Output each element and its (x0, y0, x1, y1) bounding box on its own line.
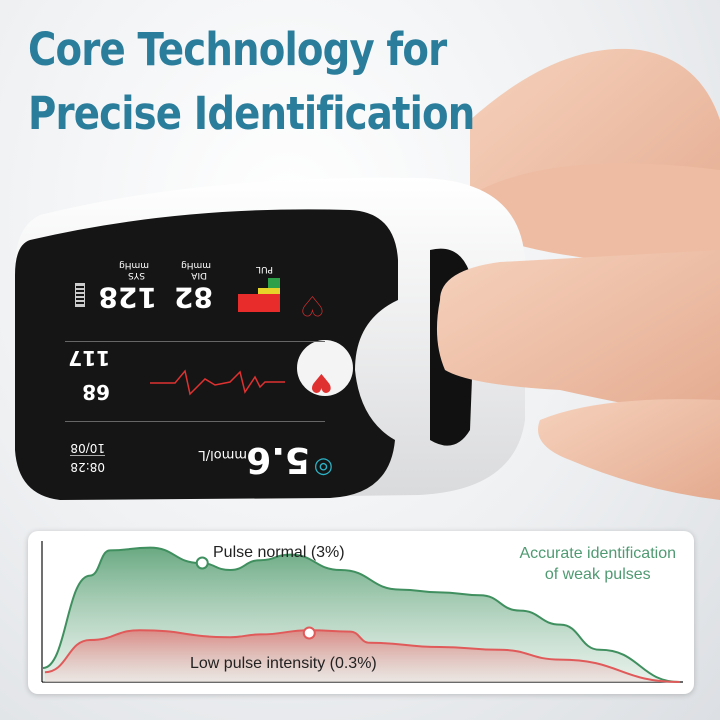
low-pulse-area (44, 630, 680, 682)
pulse-bar-icon (238, 278, 280, 312)
date: 10/08 (70, 441, 105, 456)
low-pulse-line (44, 629, 681, 683)
pulse-normal-marker (195, 556, 209, 570)
index-finger (436, 250, 720, 420)
thumb (538, 399, 720, 500)
low-pulse-marker (302, 626, 316, 640)
finger-top (480, 163, 720, 263)
headline: Core Technology for Precise Identificati… (28, 18, 475, 146)
pulse-value: 117 (68, 346, 110, 370)
oximeter-screen (15, 209, 398, 500)
heartbeat-icon: ♥ (309, 367, 333, 397)
series-label-low: Low pulse intensity (0.3%) (190, 655, 377, 672)
headline-line-1: Core Technology for (28, 23, 447, 76)
note-line-2: of weak pulses (544, 566, 651, 583)
pulse-normal-line (42, 546, 681, 683)
headline-line-2: Precise Identification (28, 87, 475, 140)
device-display: 5.6 mmol/L 08:28 10/08 ◎ ♥ 68 117 ♡ PUL … (40, 232, 333, 482)
dia-label: DIA (191, 270, 207, 280)
sys-value: 128 (98, 281, 157, 314)
dia-unit: mmHg (180, 260, 211, 270)
series-label-normal: Pulse normal (3%) (213, 544, 345, 561)
sys-label: SYS (128, 270, 145, 280)
time: 08:28 (70, 460, 105, 474)
dia-value: 82 (174, 281, 213, 314)
glucose-drop-icon: ◎ (313, 455, 333, 480)
sys-unit: mmHg (118, 260, 149, 270)
glucose-unit: mmol/L (198, 447, 247, 462)
divider (65, 421, 325, 422)
power-button[interactable] (297, 340, 353, 396)
pul-label: PUL (255, 264, 273, 274)
pulse-heart-icon: ♡ (299, 289, 325, 322)
note-line-1: Accurate identification (519, 545, 676, 562)
pulse-waveform (150, 369, 285, 396)
spo2-value: 68 (82, 380, 110, 404)
divider (65, 341, 325, 342)
chart-note: Accurate identification of weak pulses (519, 543, 676, 585)
glucose-value: 5.6 (246, 439, 310, 480)
pulse-comparison-chart: Pulse normal (3%) Low pulse intensity (0… (28, 531, 694, 694)
battery-icon (75, 283, 85, 307)
